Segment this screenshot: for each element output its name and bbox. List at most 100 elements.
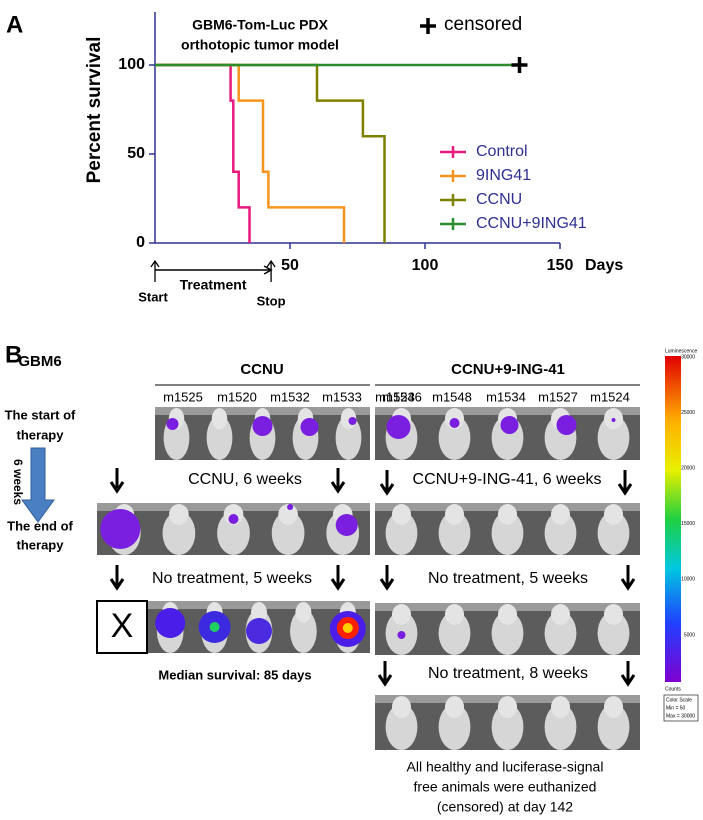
mouse <box>438 703 471 751</box>
mouse-head <box>391 604 412 625</box>
mouse-head <box>497 604 518 625</box>
x-tick-label: 150 <box>547 257 574 274</box>
signal <box>246 618 272 644</box>
mouse <box>597 703 630 751</box>
survival-line <box>155 63 386 243</box>
mouse-head <box>391 504 412 525</box>
therapy-arrow <box>21 447 55 523</box>
mouse-id: m1524 <box>590 389 630 404</box>
censor-key-label: censored <box>444 14 522 35</box>
signal <box>500 416 519 434</box>
dead-box <box>96 600 148 654</box>
treatment-label: Treatment <box>180 277 247 293</box>
treatment-marker <box>150 259 160 282</box>
legend-label: Control <box>476 143 528 160</box>
panel-label: B <box>5 341 22 368</box>
mouse <box>217 511 250 555</box>
mouse-image <box>375 603 640 655</box>
mouse <box>335 415 362 460</box>
step-arrow <box>620 661 636 687</box>
mouse <box>271 511 305 555</box>
mouse <box>544 511 577 555</box>
mouse-head <box>550 504 571 525</box>
step-label: No treatment, 8 weeks <box>428 665 588 682</box>
signal <box>155 608 186 638</box>
start-label: The start of <box>5 407 76 422</box>
y-tick-label: 100 <box>118 56 145 73</box>
step-arrow <box>620 565 636 591</box>
treatment-marker <box>266 259 276 282</box>
mouse <box>206 415 233 460</box>
x-tick-label: 100 <box>412 257 439 274</box>
mouse-head <box>497 696 518 719</box>
signal <box>386 415 411 439</box>
signal <box>209 622 220 632</box>
censor-mark <box>511 57 528 73</box>
signal <box>228 514 239 524</box>
censor-key-mark <box>420 18 436 34</box>
mouse-id: m1533 <box>322 389 362 404</box>
start-label: therapy <box>17 427 65 442</box>
step-arrow <box>330 468 346 494</box>
colorbar <box>665 356 681 682</box>
y-tick-label: 0 <box>136 234 145 251</box>
legend-label: 9ING41 <box>476 167 531 184</box>
mouse-id: m1546 <box>382 389 422 404</box>
mouse-image <box>375 695 640 751</box>
group-note: Median survival: 85 days <box>158 667 311 682</box>
model-label: GBM6 <box>18 353 61 370</box>
mouse-head <box>603 504 624 525</box>
mouse-head <box>211 408 228 430</box>
end-label: The end of <box>7 518 73 533</box>
mouse <box>491 611 524 655</box>
colorbar-tick-label: 15000 <box>681 521 695 527</box>
mouse-id: m1548 <box>432 389 472 404</box>
mouse-image <box>97 503 370 555</box>
signal <box>252 416 273 436</box>
colorbar-tick-label: 10000 <box>681 577 695 583</box>
dead-mark: X <box>111 607 134 645</box>
group-note: (censored) at day 142 <box>437 799 573 815</box>
mouse-head <box>278 504 298 525</box>
mouse-image <box>375 407 640 460</box>
legend-swatch <box>440 170 466 182</box>
mouse-id: m1527 <box>538 389 578 404</box>
group-title: CCNU+9-ING-41 <box>451 361 565 378</box>
colorbar-tick-label: 20000 <box>681 466 695 472</box>
mouse <box>597 415 630 460</box>
mouse <box>491 703 524 751</box>
survival-line <box>155 63 346 243</box>
signal <box>611 418 616 422</box>
signal <box>449 418 460 428</box>
panel-label: A <box>6 11 23 38</box>
y-tick-label: 50 <box>127 145 145 162</box>
survival-line <box>155 63 251 243</box>
x-axis-label: Days <box>585 257 623 274</box>
step-arrow <box>330 565 346 591</box>
mouse-head <box>251 602 267 623</box>
group-title: CCNU <box>240 361 283 378</box>
mouse-id: m1520 <box>217 389 257 404</box>
mouse-head <box>444 504 465 525</box>
mouse <box>491 511 524 555</box>
chart-title: GBM6-Tom-Luc PDX <box>192 17 329 33</box>
mouse <box>385 703 418 751</box>
colorbar-unit: Counts <box>665 686 681 692</box>
signal <box>166 418 179 430</box>
mouse-image <box>148 601 370 653</box>
mouse-id: m1525 <box>163 389 203 404</box>
colorbar-tick-label: 25000 <box>681 410 695 416</box>
mouse-head <box>550 604 571 625</box>
mouse-head <box>295 602 312 623</box>
mouse <box>385 511 418 555</box>
signal <box>300 418 319 436</box>
legend-label: CCNU <box>476 191 522 208</box>
mouse-head <box>391 696 412 719</box>
x-tick-label: 50 <box>281 257 299 274</box>
mouse-head <box>603 696 624 719</box>
mouse-head <box>444 604 465 625</box>
mouse <box>290 609 317 653</box>
mouse <box>438 415 471 460</box>
